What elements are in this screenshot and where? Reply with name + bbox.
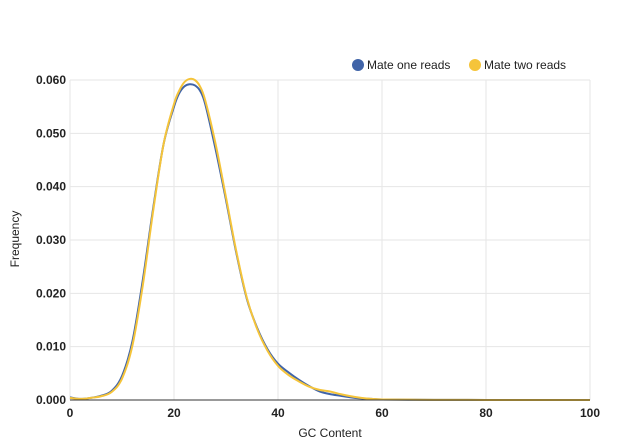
- legend-label-mate-two: Mate two reads: [484, 58, 566, 72]
- legend-marker-mate-two: [469, 59, 481, 71]
- y-tick-label: 0.030: [36, 233, 66, 247]
- y-tick-label: 0.050: [36, 126, 66, 140]
- x-axis-ticks: 0 20 40 60 80 100: [67, 406, 601, 420]
- y-axis-title: Frequency: [8, 211, 22, 268]
- series-lines: [69, 77, 590, 401]
- y-tick-label: 0.020: [36, 286, 66, 300]
- legend: Mate one reads Mate two reads: [352, 58, 566, 72]
- x-axis-title: GC Content: [298, 426, 362, 440]
- y-tick-label: 0.060: [36, 73, 66, 87]
- y-tick-label: 0.000: [36, 393, 66, 407]
- x-tick-label: 100: [580, 406, 600, 420]
- legend-marker-mate-one: [352, 59, 364, 71]
- y-axis-ticks: 0.000 0.010 0.020 0.030 0.040 0.050 0.060: [36, 73, 66, 407]
- x-tick-label: 80: [479, 406, 493, 420]
- x-tick-label: 0: [67, 406, 74, 420]
- y-tick-label: 0.040: [36, 180, 66, 194]
- series-line-mate-two: [69, 77, 590, 401]
- x-tick-label: 60: [375, 406, 389, 420]
- x-tick-label: 20: [167, 406, 181, 420]
- legend-label-mate-one: Mate one reads: [367, 58, 450, 72]
- legend-item-mate-two[interactable]: Mate two reads: [469, 58, 566, 72]
- legend-item-mate-one[interactable]: Mate one reads: [352, 58, 450, 72]
- y-tick-label: 0.010: [36, 340, 66, 354]
- x-tick-label: 40: [271, 406, 285, 420]
